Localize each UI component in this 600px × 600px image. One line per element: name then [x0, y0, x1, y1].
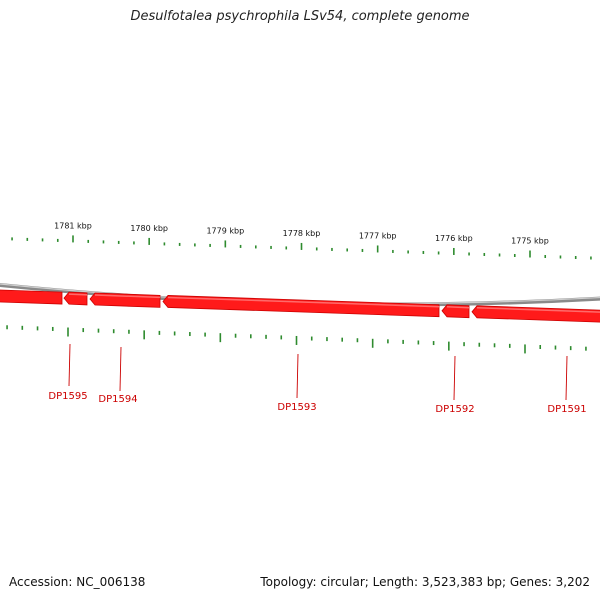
kbp-label: 1778 kbp [283, 229, 321, 238]
gene-leader-line [296, 353, 299, 399]
gene-highlight [94, 294, 161, 299]
gene-track [0, 289, 600, 323]
gene-leader-line [453, 355, 456, 401]
gene-highlight [476, 307, 600, 313]
gene-highlight [167, 296, 440, 308]
kbp-label: 1780 kbp [130, 224, 168, 233]
gene-label-dp1594: DP1594 [98, 394, 137, 405]
gene-highlight [446, 306, 470, 309]
kbp-label: 1779 kbp [206, 226, 244, 235]
gene-label-dp1591: DP1591 [547, 404, 586, 415]
gene-leader-line [119, 346, 122, 392]
gene-label-dp1592: DP1592 [435, 404, 474, 415]
genome-summary: Topology: circular; Length: 3,523,383 bp… [260, 575, 590, 589]
gene-leader-line [565, 355, 568, 401]
kbp-label: 1777 kbp [359, 231, 397, 240]
gene-highlight [68, 293, 88, 296]
accession-label: Accession: NC_006138 [9, 575, 146, 589]
kbp-label-group: 1781 kbp 1780 kbp 1779 kbp 1778 kbp 1777 kbp… [54, 221, 549, 245]
map-title: Desulfotalea psychrophila LSv54, complet… [130, 9, 470, 24]
gene-leader-line [68, 343, 71, 387]
gene-arrow-dp1593 [162, 295, 440, 318]
kbp-label: 1781 kbp [54, 221, 92, 230]
gene-label-dp1595: DP1595 [48, 391, 87, 402]
inner-tick-track [6, 325, 587, 354]
gene-arrow [0, 289, 63, 305]
kbp-label: 1776 kbp [435, 234, 473, 243]
gene-label-dp1593: DP1593 [277, 402, 316, 413]
kbp-label: 1775 kbp [511, 236, 549, 245]
outer-tick-track [11, 235, 592, 260]
gene-arrow-dp1591 [471, 305, 600, 323]
gene-label-group: DP1595 DP1594 DP1593 DP1592 DP1591 [48, 343, 587, 415]
